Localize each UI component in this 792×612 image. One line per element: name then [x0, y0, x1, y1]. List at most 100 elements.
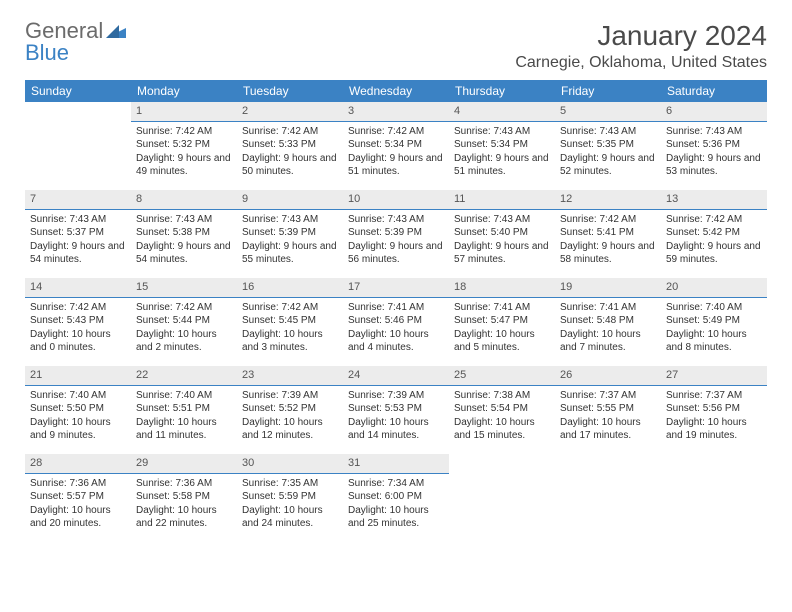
calendar-cell: 14Sunrise: 7:42 AMSunset: 5:43 PMDayligh…: [25, 278, 131, 366]
sunset-line: Sunset: 5:58 PM: [136, 491, 210, 502]
sunset-line: Sunset: 5:49 PM: [666, 315, 740, 326]
calendar-row: 7Sunrise: 7:43 AMSunset: 5:37 PMDaylight…: [25, 190, 767, 278]
weekday-header: Friday: [555, 80, 661, 102]
sunrise-line: Sunrise: 7:42 AM: [560, 214, 636, 225]
day-number: 16: [237, 278, 343, 298]
sunrise-line: Sunrise: 7:42 AM: [242, 126, 318, 137]
sunrise-line: Sunrise: 7:42 AM: [348, 126, 424, 137]
day-details: Sunrise: 7:42 AMSunset: 5:41 PMDaylight:…: [555, 210, 661, 272]
day-number: 30: [237, 454, 343, 474]
daylight-line: Daylight: 10 hours and 7 minutes.: [560, 329, 641, 354]
sunset-line: Sunset: 6:00 PM: [348, 491, 422, 502]
day-details: Sunrise: 7:41 AM Sunset: 5:47 PM Daylight:…: [449, 298, 555, 360]
sunrise-line: Sunrise: 7:39 AM: [348, 390, 424, 401]
day-details: Sunrise: 7:38 AMSunset: 5:54 PMDaylight:…: [449, 386, 555, 448]
day-number: 24: [343, 366, 449, 386]
sunrise-line: Sunrise: 7:40 AM: [666, 302, 742, 313]
daylight-line: Daylight: 10 hours and 24 minutes.: [242, 505, 323, 530]
daylight-line: Daylight: 10 hours and 9 minutes.: [30, 417, 111, 442]
sunrise-line: Sunrise: 7:37 AM: [666, 390, 742, 401]
sunset-line: Sunset: 5:33 PM: [242, 139, 316, 150]
day-number: 27: [661, 366, 767, 386]
day-details: Sunrise: 7:43 AMSunset: 5:35 PMDaylight:…: [555, 122, 661, 184]
day-details: Sunrise: 7:43 AMSunset: 5:36 PMDaylight:…: [661, 122, 767, 184]
day-number: 20: [661, 278, 767, 298]
calendar-cell: 2Sunrise: 7:42 AMSunset: 5:33 PMDaylight…: [237, 102, 343, 190]
day-details: Sunrise: 7:40 AMSunset: 5:51 PMDaylight:…: [131, 386, 237, 448]
weekday-header: Sunday: [25, 80, 131, 102]
daylight-line: Daylight: 9 hours and 49 minutes.: [136, 153, 231, 178]
calendar-cell: 22Sunrise: 7:40 AMSunset: 5:51 PMDayligh…: [131, 366, 237, 454]
calendar-cell: 26Sunrise: 7:37 AMSunset: 5:55 PMDayligh…: [555, 366, 661, 454]
sunset-line: Sunset: 5:40 PM: [454, 227, 528, 238]
calendar-cell: 29Sunrise: 7:36 AMSunset: 5:58 PMDayligh…: [131, 454, 237, 542]
day-number: 3: [343, 102, 449, 122]
weekday-header: Wednesday: [343, 80, 449, 102]
calendar-cell: 24Sunrise: 7:39 AMSunset: 5:53 PMDayligh…: [343, 366, 449, 454]
sunset-line: Sunset: 5:32 PM: [136, 139, 210, 150]
daylight-line: Daylight: 10 hours and 20 minutes.: [30, 505, 111, 530]
day-number: 31: [343, 454, 449, 474]
day-details: Sunrise: 7:35 AMSunset: 5:59 PMDaylight:…: [237, 474, 343, 536]
daylight-line: Daylight: 9 hours and 54 minutes.: [30, 241, 125, 266]
sunset-line: Sunset: 5:37 PM: [30, 227, 104, 238]
sunset-line: Sunset: 5:42 PM: [666, 227, 740, 238]
sunset-line: Sunset: 5:54 PM: [454, 403, 528, 414]
sunset-line: Sunset: 5:47 PM: [454, 315, 528, 326]
daylight-line: Daylight: 9 hours and 59 minutes.: [666, 241, 761, 266]
day-details: Sunrise: 7:36 AMSunset: 5:57 PMDaylight:…: [25, 474, 131, 536]
daylight-line: Daylight: 10 hours and 19 minutes.: [666, 417, 747, 442]
daylight-line: Daylight: 10 hours and 8 minutes.: [666, 329, 747, 354]
day-details: Sunrise: 7:43 AMSunset: 5:34 PMDaylight:…: [449, 122, 555, 184]
calendar-cell: 31Sunrise: 7:34 AMSunset: 6:00 PMDayligh…: [343, 454, 449, 542]
sunset-line: Sunset: 5:35 PM: [560, 139, 634, 150]
calendar-cell: 28Sunrise: 7:36 AMSunset: 5:57 PMDayligh…: [25, 454, 131, 542]
daylight-line: Daylight: 10 hours and 12 minutes.: [242, 417, 323, 442]
calendar-cell: 25Sunrise: 7:38 AMSunset: 5:54 PMDayligh…: [449, 366, 555, 454]
daylight-line: Daylight: 10 hours and 22 minutes.: [136, 505, 217, 530]
page-header: GeneralBlue January 2024 Carnegie, Oklah…: [25, 20, 767, 72]
calendar-cell: 19Sunrise: 7:41 AMSunset: 5:48 PMDayligh…: [555, 278, 661, 366]
weekday-header-row: SundayMondayTuesdayWednesdayThursdayFrid…: [25, 80, 767, 102]
sunrise-line: Sunrise: 7:41 AM: [454, 302, 530, 313]
daylight-line: Daylight: 10 hours and 5 minutes.: [454, 329, 535, 354]
sunset-line: Sunset: 5:36 PM: [666, 139, 740, 150]
weekday-header: Thursday: [449, 80, 555, 102]
daylight-line: Daylight: 10 hours and 2 minutes.: [136, 329, 217, 354]
day-number: 1: [131, 102, 237, 122]
daylight-line: Daylight: 9 hours and 52 minutes.: [560, 153, 655, 178]
day-number: 19: [555, 278, 661, 298]
sunrise-line: Sunrise: 7:40 AM: [30, 390, 106, 401]
calendar-row: 28Sunrise: 7:36 AMSunset: 5:57 PMDayligh…: [25, 454, 767, 542]
sunrise-line: Sunrise: 7:43 AM: [454, 214, 530, 225]
sunrise-line: Sunrise: 7:42 AM: [136, 302, 212, 313]
day-details: Sunrise: 7:42 AMSunset: 5:42 PMDaylight:…: [661, 210, 767, 272]
daylight-line: Daylight: 9 hours and 51 minutes.: [454, 153, 549, 178]
calendar-table: SundayMondayTuesdayWednesdayThursdayFrid…: [25, 80, 767, 542]
sunrise-line: Sunrise: 7:40 AM: [136, 390, 212, 401]
month-title: January 2024: [515, 20, 767, 52]
sunset-line: Sunset: 5:39 PM: [348, 227, 422, 238]
calendar-cell: [661, 454, 767, 542]
calendar-cell: 7Sunrise: 7:43 AMSunset: 5:37 PMDaylight…: [25, 190, 131, 278]
daylight-line: Daylight: 10 hours and 3 minutes.: [242, 329, 323, 354]
day-number: 12: [555, 190, 661, 210]
calendar-cell: 4Sunrise: 7:43 AMSunset: 5:34 PMDaylight…: [449, 102, 555, 190]
weekday-header: Tuesday: [237, 80, 343, 102]
daylight-line: Daylight: 10 hours and 0 minutes.: [30, 329, 111, 354]
day-number: 4: [449, 102, 555, 122]
day-number: 18: [449, 278, 555, 298]
day-number: 25: [449, 366, 555, 386]
daylight-line: Daylight: 10 hours and 4 minutes.: [348, 329, 429, 354]
daylight-line: Daylight: 9 hours and 55 minutes.: [242, 241, 337, 266]
day-number: 28: [25, 454, 131, 474]
sunrise-line: Sunrise: 7:36 AM: [30, 478, 106, 489]
daylight-line: Daylight: 10 hours and 17 minutes.: [560, 417, 641, 442]
day-details: Sunrise: 7:37 AMSunset: 5:56 PMDaylight:…: [661, 386, 767, 448]
title-block: January 2024 Carnegie, Oklahoma, United …: [515, 20, 767, 72]
sunset-line: Sunset: 5:46 PM: [348, 315, 422, 326]
location-text: Carnegie, Oklahoma, United States: [515, 54, 767, 72]
calendar-cell: 6Sunrise: 7:43 AMSunset: 5:36 PMDaylight…: [661, 102, 767, 190]
day-details: Sunrise: 7:43 AMSunset: 5:37 PMDaylight:…: [25, 210, 131, 272]
day-number: 22: [131, 366, 237, 386]
